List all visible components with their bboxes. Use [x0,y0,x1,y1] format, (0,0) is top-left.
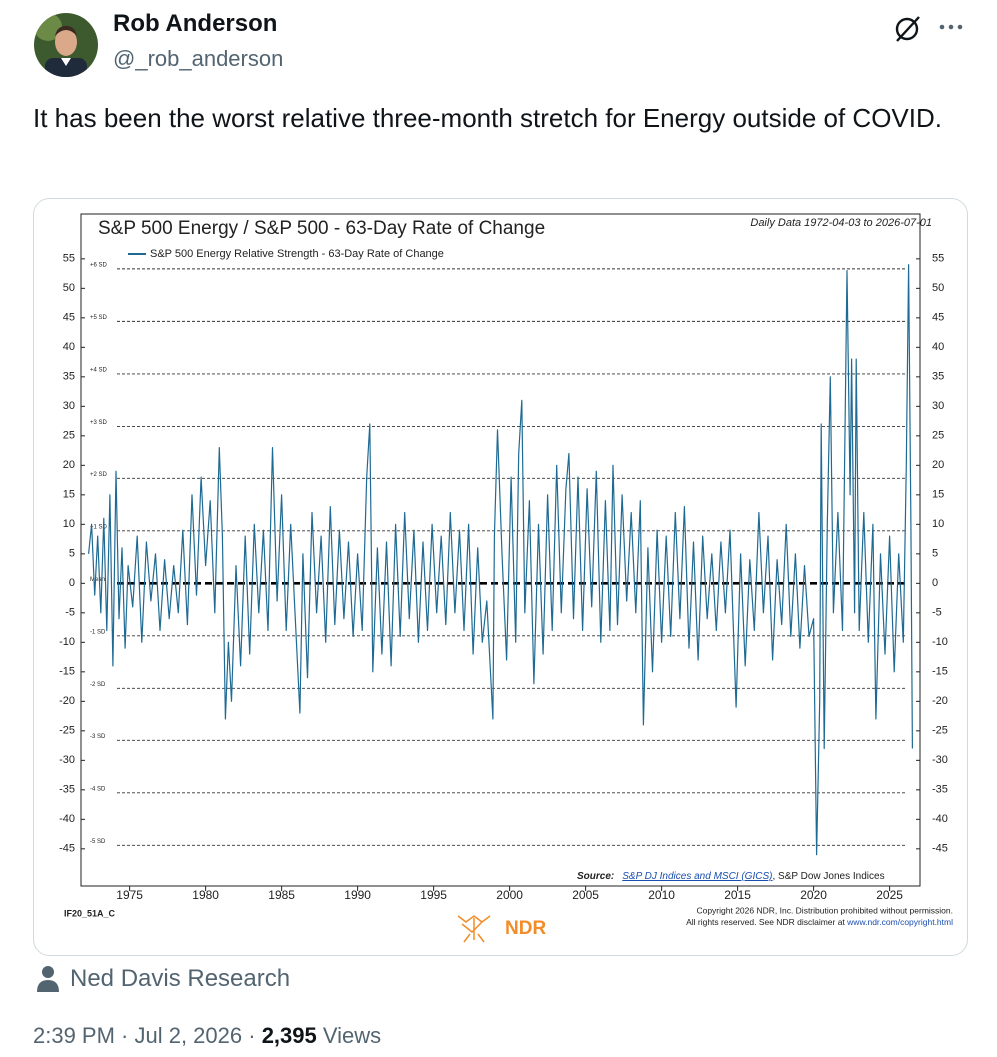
copyright-line: All rights reserved. See NDR disclaimer … [686,917,953,927]
y-tick-label: 0 [932,577,938,589]
sd-label: -3 SD [90,734,106,740]
y-tick-label: -20 [59,695,75,707]
x-tick-label: 1995 [420,888,447,902]
chart-subtitle: Daily Data 1972-04-03 to 2026-07-01 [750,217,932,229]
views-label: Views [322,1023,382,1048]
y-tick-label: 10 [63,518,75,530]
source-note: Source: S&P DJ Indices and MSCI (GICS), S… [577,871,885,882]
y-tick-label: 40 [63,341,75,353]
y-tick-label: -5 [932,607,942,619]
x-tick-label: 1975 [116,888,143,902]
ndr-logo-icon [457,915,491,943]
source-label: Source: [577,871,614,882]
y-tick-label: -15 [59,666,75,678]
y-tick-label: -25 [59,725,75,737]
y-tick-label: 45 [932,312,944,324]
x-tick-label: 1980 [192,888,219,902]
y-tick-label: 20 [932,459,944,471]
y-tick-label: -10 [59,636,75,648]
y-tick-label: 50 [932,282,944,294]
x-tick-label: 2020 [800,888,827,902]
sd-label: -4 SD [90,786,106,792]
x-tick-label: 2025 [876,888,903,902]
plot-frame [80,213,921,887]
sd-label: +3 SD [90,420,108,426]
y-tick-label: 20 [63,459,75,471]
timestamp[interactable]: 2:39 PM · Jul 2, 2026 · [33,1023,256,1048]
y-tick-label: -35 [59,784,75,796]
y-tick-label: -15 [932,666,948,678]
sd-label: +6 SD [90,262,108,268]
x-tick-label: 2015 [724,888,751,902]
y-tick-label: 5 [69,548,75,560]
sd-label: +4 SD [90,367,108,373]
y-tick-label: -45 [59,843,75,855]
y-tick-label: 30 [932,400,944,412]
avatar[interactable] [33,12,99,78]
y-tick-label: 35 [932,371,944,383]
y-tick-label: 30 [63,400,75,412]
person-icon [37,966,59,992]
y-tick-label: 55 [932,253,944,265]
source-link[interactable]: S&P DJ Indices and MSCI (GICS) [622,871,772,882]
y-tick-label: 45 [63,312,75,324]
sd-label: +5 SD [90,315,108,321]
series-line [88,264,913,856]
y-tick-label: -5 [65,607,75,619]
copyright-link[interactable]: www.ndr.com/copyright.html [846,917,953,927]
y-tick-label: -35 [932,784,948,796]
y-tick-label: -40 [932,813,948,825]
y-tick-label: 25 [63,430,75,442]
media-card[interactable] [33,198,968,956]
y-tick-label: 10 [932,518,944,530]
author-handle[interactable]: @_rob_anderson [113,46,284,71]
y-tick-label: 15 [932,489,944,501]
y-tick-label: -20 [932,695,948,707]
y-tick-label: -25 [932,725,948,737]
chart-title: S&P 500 Energy / S&P 500 - 63-Day Rate o… [98,218,545,239]
y-tick-label: -30 [932,754,948,766]
x-tick-label: 1990 [344,888,371,902]
x-tick-label: 2005 [572,888,599,902]
x-tick-label: 2000 [496,888,523,902]
ndr-brand: NDR [505,918,546,939]
x-tick-label: 2010 [648,888,675,902]
timestamp-row: 2:39 PM · Jul 2, 2026 · 2,395 Views [33,1023,381,1049]
y-tick-label: -40 [59,813,75,825]
y-tick-label: 5 [932,548,938,560]
copyright-text: All rights reserved. See NDR disclaimer … [686,917,847,927]
y-tick-label: -45 [932,843,948,855]
copyright-line: Copyright 2026 NDR, Inc. Distribution pr… [696,905,953,915]
sd-label: -1 SD [90,629,106,635]
more-icon[interactable] [938,20,966,34]
y-tick-label: -10 [932,636,948,648]
x-tick-label: 1985 [268,888,295,902]
y-tick-label: 25 [932,430,944,442]
y-tick-label: 50 [63,282,75,294]
sd-label: +2 SD [90,472,108,478]
chart-id: IF20_51A_C [64,908,116,918]
sd-label: -2 SD [90,682,106,688]
y-tick-label: 55 [63,253,75,265]
y-tick-label: 40 [932,341,944,353]
sd-label: +1 SD [90,524,108,530]
grok-icon[interactable] [893,14,923,44]
y-tick-label: -30 [59,754,75,766]
sd-label: Mean [90,577,105,583]
y-tick-label: 0 [69,577,75,589]
source-text: , S&P Dow Jones Indices [772,871,884,882]
views-count: 2,395 [261,1023,317,1048]
legend-label: S&P 500 Energy Relative Strength - 63-Da… [150,248,444,260]
tweet-text: It has been the worst relative three-mon… [33,103,942,133]
author-name[interactable]: Rob Anderson [113,10,278,37]
source-attribution[interactable]: Ned Davis Research [70,965,291,992]
y-tick-label: 15 [63,489,75,501]
sd-label: -5 SD [90,839,106,845]
y-tick-label: 35 [63,371,75,383]
